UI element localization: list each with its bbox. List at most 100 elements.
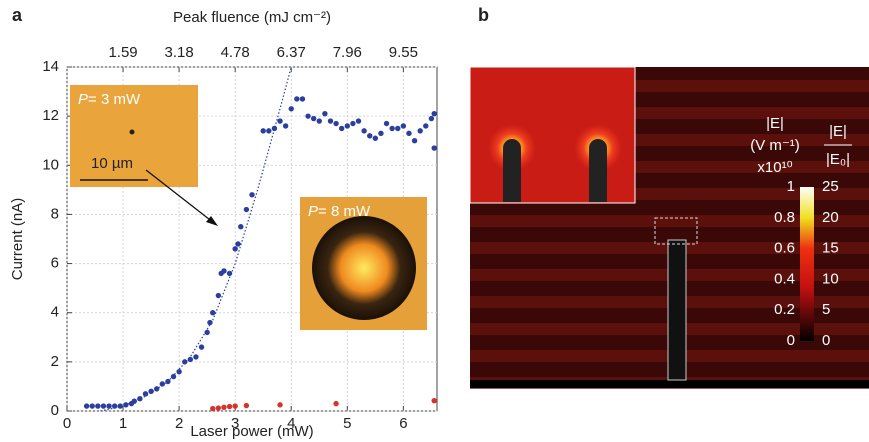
colorbar-title: (V m⁻¹) [750,137,800,154]
data-point [411,138,418,144]
data-point [204,329,210,336]
substrate [470,380,869,388]
colorbar-title: x10¹⁰ [757,159,792,176]
data-point [176,368,182,375]
data-point [210,310,216,316]
data-point [137,396,143,402]
data-point [266,128,272,134]
y-tick-label: 12 [42,107,59,124]
data-point [238,224,244,230]
x-tick-label: 1 [119,415,127,432]
arrow-head [206,216,218,226]
data-point [249,192,255,198]
x-tick-label: 0 [63,415,71,432]
arrow [145,169,215,224]
inset-image [70,85,198,187]
data-point [271,125,278,132]
data-point [111,403,118,409]
colorbar-tick-label: 0.6 [774,240,795,257]
scale-bar-label: 10 µm [91,155,133,172]
data-point [367,133,373,139]
x-tick-label: 5 [343,415,351,432]
colorbar-tick-label: 25 [822,178,839,195]
x-tick-label: 6 [399,415,407,432]
colorbar-tick-label: 0.4 [774,270,795,287]
data-point [159,381,166,387]
colorbar-tick-label: 0 [787,332,795,349]
data-point [428,115,435,122]
x-tick-label: 3 [231,415,239,432]
data-point [299,96,306,102]
data-point [338,125,345,132]
data-point [215,405,222,411]
data-point [288,106,294,112]
insets: P= 3 mW 10 µm P= 8 mW [70,85,427,330]
colorbar-tick-label: 20 [822,209,839,226]
inset-label: P= 8 mW [308,203,371,220]
y-tick-label: 6 [51,255,59,272]
x2-tick-label: 3.18 [165,44,194,61]
data-point [148,388,154,395]
data-point [221,268,227,274]
data-point [207,319,213,326]
data-point [106,403,112,409]
panel-label: b [478,5,489,25]
colorbar-tick-label: 1 [787,178,795,195]
data-point [232,403,238,409]
colorbar-tick-label: 10 [822,270,839,287]
data-point [123,402,129,408]
data-point [170,373,177,380]
y-tick-label: 0 [51,402,59,419]
y-tick-label: 10 [42,156,59,173]
data-point [282,123,289,129]
inset-var: P [308,203,318,220]
colorbar-tick-label: 0 [822,332,830,349]
x2-tick-label: 9.55 [389,44,418,61]
data-point [327,118,334,124]
data-point [372,135,379,141]
y-axis-label: Current (nA) [9,198,26,281]
data-point [431,397,437,404]
data-point [355,118,362,124]
data-point [305,113,311,119]
x2-tick-label: 4.78 [221,44,250,61]
data-point [417,128,423,134]
data-point [294,96,300,102]
y-tick-label: 14 [42,58,59,75]
data-point [243,206,250,213]
data-point [215,292,222,299]
data-point [333,400,339,407]
colorbar-tick-label: 0.8 [774,209,795,226]
data-point [243,402,250,409]
data-point [89,403,95,409]
data-point [431,110,437,117]
colorbar-tick-label: 0.2 [774,301,795,318]
colorbar-title: |E| [766,115,784,132]
data-point [322,110,328,117]
data-point [277,118,283,124]
y-tick-label: 4 [51,304,59,321]
data-point [316,118,322,124]
data-point [400,123,407,129]
data-point [333,120,339,127]
data-point [350,120,356,127]
y-tick-label: 2 [51,353,59,370]
data-point [193,354,199,360]
inset-label: P= 3 mW [78,91,141,108]
data-point [406,130,412,137]
data-point [235,241,241,247]
inset-text: = 3 mW [88,91,141,108]
y-tick-label: 8 [51,205,59,222]
data-point [221,404,227,411]
x2-tick-label: 6.37 [277,44,306,61]
x2-tick-label: 1.59 [108,44,137,61]
x-tick-label: 4 [287,415,295,432]
tip [503,139,521,202]
inset-text: = 8 mW [318,203,371,220]
colorbar-title: |E| [829,123,847,140]
x-tick-label: 2 [175,415,183,432]
data-point [187,356,194,363]
wire [667,239,687,381]
tip [589,139,607,202]
